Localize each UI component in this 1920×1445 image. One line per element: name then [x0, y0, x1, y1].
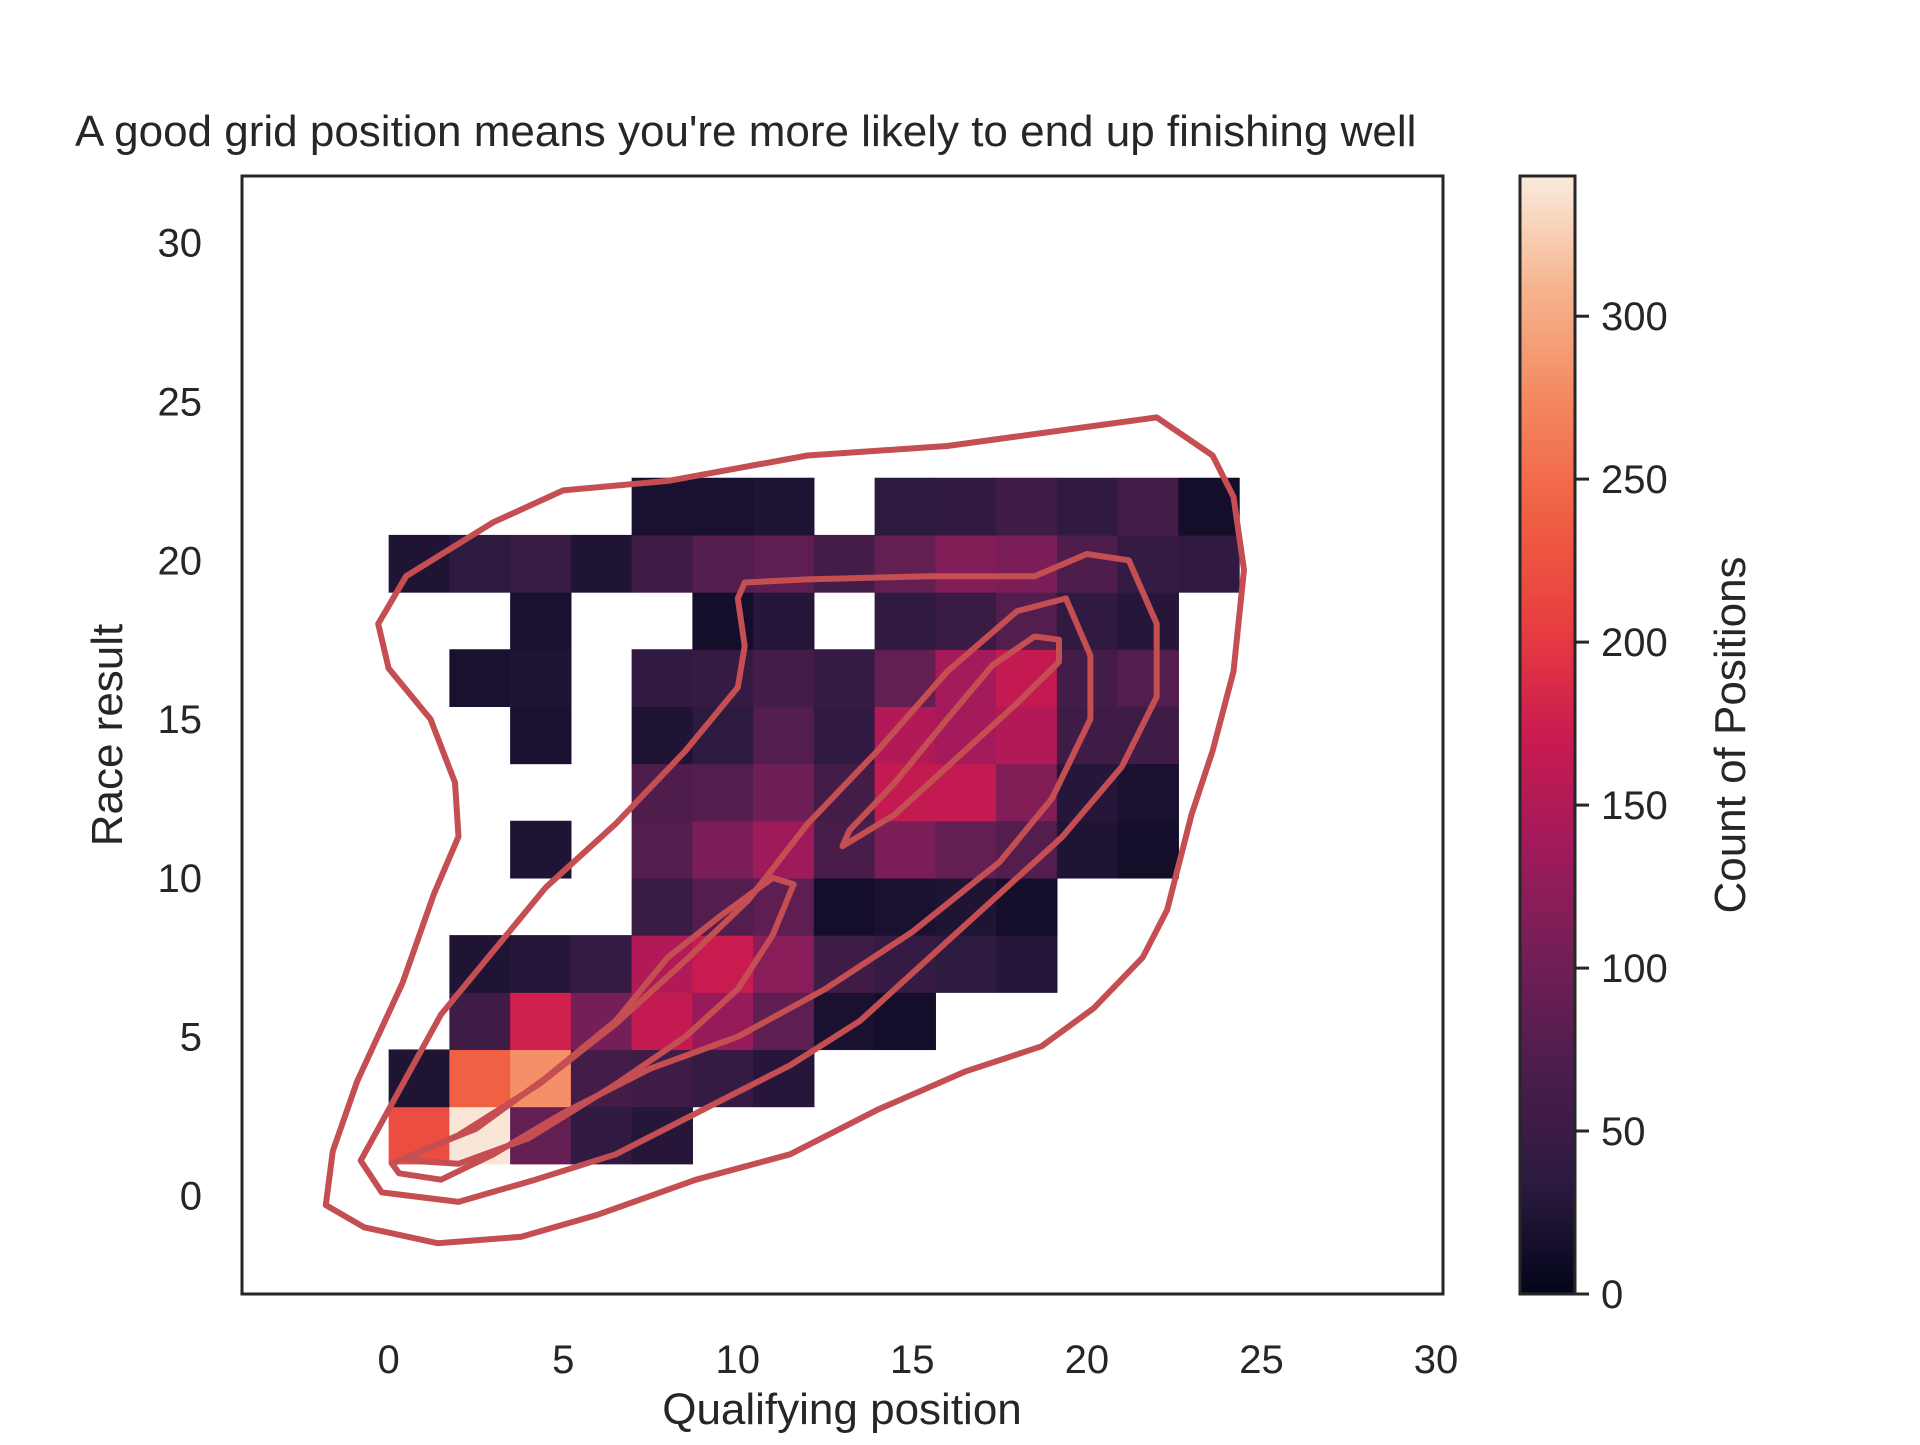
- heatmap-cell: [692, 820, 754, 879]
- heatmap-cell: [813, 706, 876, 765]
- heatmap-cell: [813, 534, 876, 593]
- heatmap-cell: [449, 649, 511, 708]
- colorbar-ticks: 0 50 100 150 200 250 300: [1575, 295, 1668, 1317]
- heatmap-cell: [996, 534, 1058, 593]
- kde-contour-line: [357, 551, 1160, 1205]
- x-tick-label: 30: [1414, 1338, 1459, 1382]
- heatmap-cell: [753, 477, 815, 536]
- y-tick-label: 0: [180, 1175, 202, 1219]
- heatmap-cell: [631, 477, 693, 536]
- heatmap-cell: [753, 592, 815, 650]
- x-tick-label: 20: [1065, 1338, 1110, 1382]
- heatmap-cell: [570, 935, 633, 993]
- colorbar-tick-label: 150: [1601, 784, 1668, 828]
- y-axis-label: Race result: [83, 624, 132, 847]
- heatmap-cell: [631, 534, 693, 593]
- heatmap-cell: [449, 992, 511, 1051]
- colorbar-tick-label: 100: [1601, 947, 1668, 991]
- colorbar-tick-label: 250: [1601, 458, 1668, 502]
- heatmap-cell: [753, 649, 815, 708]
- kde-contour-line: [322, 414, 1247, 1247]
- heatmap-cell: [753, 706, 815, 765]
- x-axis-label: Qualifying position: [662, 1385, 1022, 1434]
- kde-contour-line: [406, 874, 797, 1167]
- heatmap-cell: [1178, 534, 1240, 593]
- heatmap-cell: [1117, 763, 1179, 822]
- heatmap-cell: [1056, 477, 1119, 536]
- heatmap-cell: [1117, 649, 1179, 708]
- colorbar-tick-label: 50: [1601, 1110, 1646, 1154]
- x-tick-label: 25: [1239, 1338, 1284, 1382]
- heatmap-cell: [510, 592, 572, 650]
- heatmap-cell: [510, 534, 572, 593]
- colorbar-label: Count of Positions: [1706, 556, 1755, 913]
- heatmap-cell: [631, 820, 693, 879]
- colorbar-tick-label: 200: [1601, 621, 1668, 665]
- heatmap-cell: [510, 935, 572, 993]
- x-axis-ticks: 0 5 10 15 20 25 30: [377, 1338, 1458, 1382]
- x-tick-label: 5: [552, 1338, 574, 1382]
- heatmap-cell: [753, 763, 815, 822]
- heatmap-cell: [813, 877, 876, 936]
- plot-frame: [240, 174, 1445, 1296]
- heatmap-cell: [874, 592, 936, 650]
- y-tick-label: 5: [180, 1016, 202, 1060]
- kde-contour-line: [839, 633, 1062, 850]
- chart-title: A good grid position means you're more l…: [75, 107, 1416, 156]
- heatmap-cell: [753, 935, 815, 993]
- heatmap-cell: [935, 534, 997, 593]
- heatmap-cell: [570, 1106, 633, 1165]
- y-tick-label: 10: [158, 857, 203, 901]
- heatmap-cell: [631, 649, 693, 708]
- x-tick-label: 0: [377, 1338, 399, 1382]
- heatmap-cell: [570, 534, 633, 593]
- heatmap-cell: [874, 477, 936, 536]
- colorbar-tick-label: 300: [1601, 295, 1668, 339]
- heatmap-cell: [874, 820, 936, 879]
- heatmap-cell: [813, 649, 876, 708]
- heatmap-cell: [449, 1049, 511, 1108]
- colorbar-tick-label: 0: [1601, 1273, 1623, 1317]
- y-axis-ticks: 0 5 10 15 20 25 30: [158, 222, 203, 1219]
- heatmap-cell: [935, 763, 997, 822]
- y-tick-label: 20: [158, 539, 203, 583]
- kde-contours: [322, 414, 1247, 1247]
- heatmap-cell: [388, 534, 450, 593]
- heatmap-cell: [1117, 534, 1179, 593]
- heatmap-cell: [1117, 820, 1179, 879]
- heatmap-cell: [692, 763, 754, 822]
- heatmap-cell: [692, 477, 754, 536]
- heatmap-cell: [692, 706, 754, 765]
- colorbar-gradient: [1520, 176, 1575, 1294]
- heatmap-cell: [631, 1106, 693, 1165]
- heatmap-cell: [1117, 477, 1179, 536]
- y-tick-label: 30: [158, 222, 203, 266]
- y-tick-label: 15: [158, 698, 203, 742]
- heatmap-cell: [935, 706, 997, 765]
- x-tick-label: 15: [890, 1338, 935, 1382]
- heatmap-cell: [874, 877, 936, 936]
- x-tick-label: 10: [716, 1338, 761, 1382]
- heatmap-cell: [935, 477, 997, 536]
- heatmap-cell: [874, 534, 936, 593]
- y-tick-label: 25: [158, 381, 203, 425]
- heatmap-cell: [996, 763, 1058, 822]
- colorbar-frame: [1518, 174, 1577, 1296]
- heatmap-cell: [510, 706, 572, 765]
- heatmap-cell: [510, 820, 572, 879]
- heatmap-cell: [631, 877, 693, 936]
- heatmap-cell: [510, 992, 572, 1051]
- heatmap-cell: [510, 649, 572, 708]
- heatmap-cell: [935, 592, 997, 650]
- heatmap-cell: [996, 935, 1058, 993]
- heatmap-cell: [996, 477, 1058, 536]
